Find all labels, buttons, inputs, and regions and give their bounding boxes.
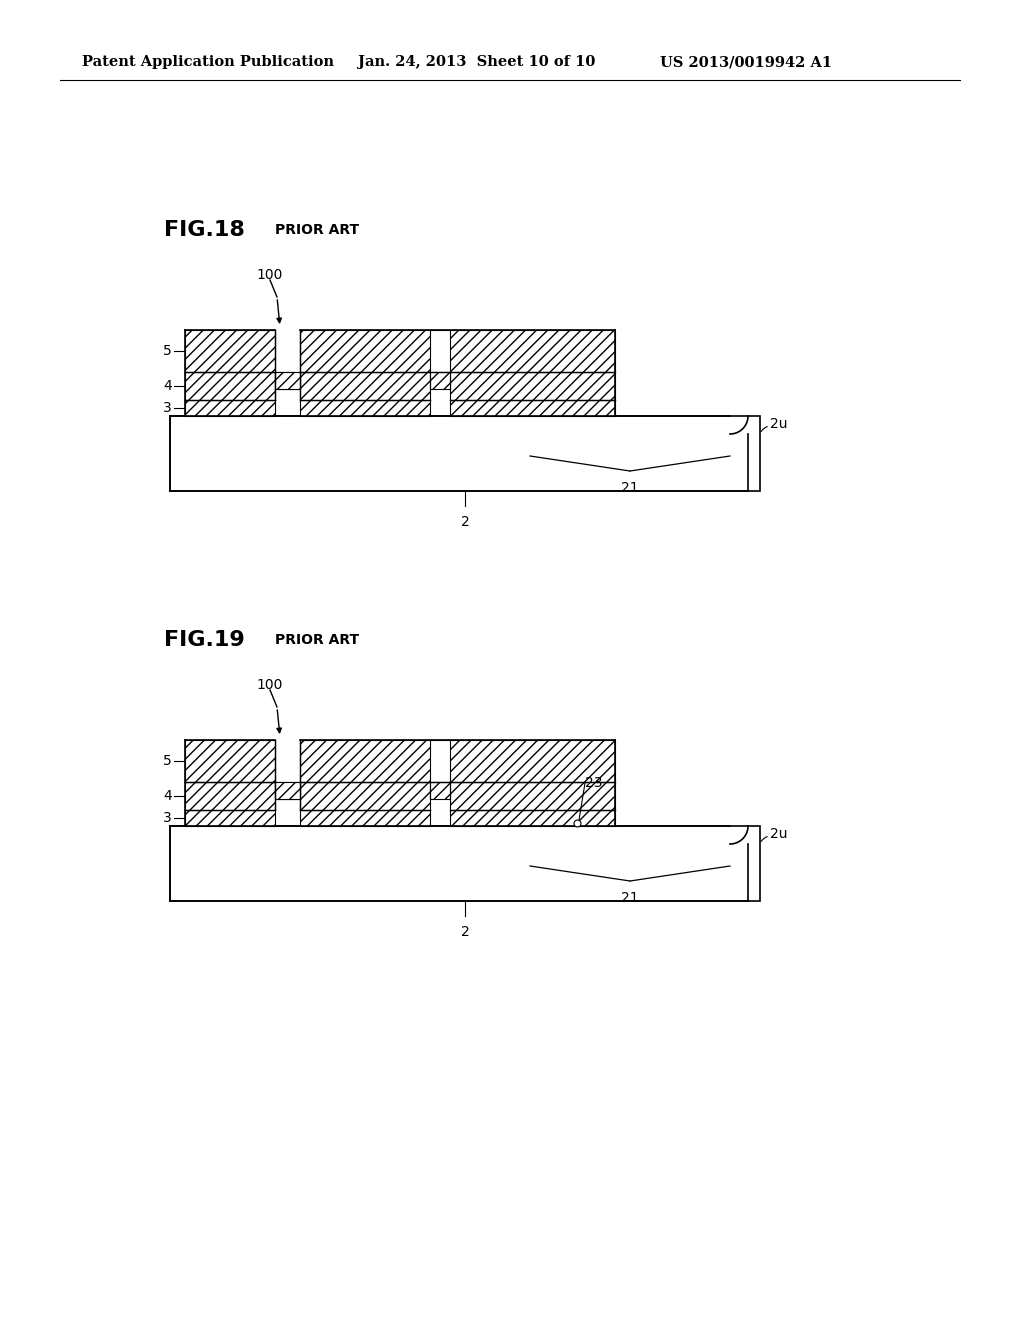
Bar bbox=[430, 372, 450, 389]
Text: 2: 2 bbox=[461, 515, 469, 529]
Bar bbox=[430, 781, 450, 799]
Polygon shape bbox=[275, 781, 300, 799]
Bar bbox=[430, 781, 450, 799]
Text: US 2013/0019942 A1: US 2013/0019942 A1 bbox=[660, 55, 833, 69]
Text: 5: 5 bbox=[163, 754, 172, 768]
Bar bbox=[450, 372, 615, 400]
Bar bbox=[450, 400, 615, 416]
Text: 3: 3 bbox=[163, 810, 172, 825]
Bar bbox=[430, 372, 450, 389]
Text: 2u: 2u bbox=[770, 417, 787, 432]
Bar bbox=[300, 781, 430, 810]
Bar bbox=[430, 330, 450, 372]
Text: 21: 21 bbox=[622, 480, 639, 495]
Text: 3: 3 bbox=[163, 401, 172, 414]
Bar bbox=[300, 400, 430, 416]
Bar bbox=[450, 810, 615, 826]
Bar bbox=[185, 330, 275, 372]
Bar bbox=[300, 810, 430, 826]
Bar bbox=[185, 741, 275, 781]
Text: 4: 4 bbox=[163, 789, 172, 803]
Text: 100: 100 bbox=[257, 678, 284, 692]
Text: PRIOR ART: PRIOR ART bbox=[275, 223, 359, 238]
Text: FIG.19: FIG.19 bbox=[164, 630, 245, 649]
Text: 4: 4 bbox=[163, 379, 172, 393]
Text: 2u: 2u bbox=[770, 828, 787, 841]
Bar bbox=[450, 781, 615, 810]
Bar bbox=[275, 781, 300, 799]
Text: 21: 21 bbox=[622, 891, 639, 906]
Text: Jan. 24, 2013  Sheet 10 of 10: Jan. 24, 2013 Sheet 10 of 10 bbox=[358, 55, 595, 69]
Bar bbox=[170, 826, 760, 902]
Text: 2: 2 bbox=[461, 925, 469, 939]
Bar bbox=[275, 372, 300, 389]
Polygon shape bbox=[275, 372, 300, 389]
Text: Patent Application Publication: Patent Application Publication bbox=[82, 55, 334, 69]
Bar bbox=[170, 416, 760, 491]
Bar bbox=[300, 741, 615, 781]
Bar bbox=[430, 741, 450, 781]
Text: PRIOR ART: PRIOR ART bbox=[275, 634, 359, 647]
Text: FIG.18: FIG.18 bbox=[164, 220, 245, 240]
Text: 23: 23 bbox=[585, 776, 602, 789]
Text: 5: 5 bbox=[163, 345, 172, 358]
Bar bbox=[185, 400, 275, 416]
Bar bbox=[185, 781, 275, 810]
Text: 100: 100 bbox=[257, 268, 284, 282]
Bar bbox=[300, 330, 615, 372]
Bar bbox=[300, 372, 430, 400]
Bar bbox=[185, 810, 275, 826]
Bar bbox=[185, 372, 275, 400]
